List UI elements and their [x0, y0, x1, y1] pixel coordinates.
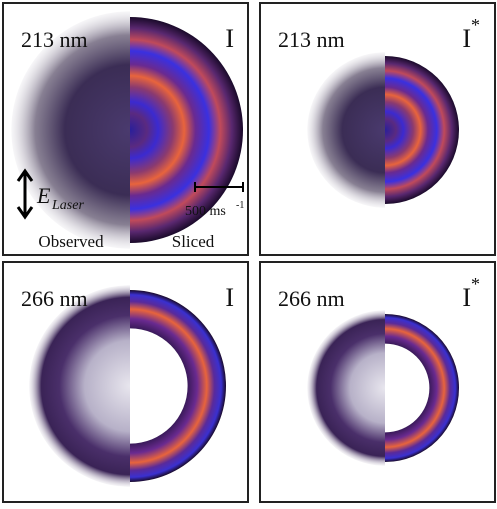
species-superscript: *	[471, 15, 480, 35]
observed-label: Observed	[38, 232, 104, 251]
panel: 213 nm I*	[260, 3, 495, 255]
species-superscript: *	[471, 274, 480, 294]
panel: 266 nm I*	[260, 262, 495, 502]
wavelength-label: 213 nm	[21, 27, 88, 52]
panel: 266 nm I	[3, 262, 248, 502]
species-label: I	[462, 24, 471, 53]
wavelength-label: 266 nm	[278, 286, 345, 311]
wavelength-label: 266 nm	[21, 286, 88, 311]
sliced-label: Sliced	[172, 232, 215, 251]
field-subscript: Laser	[51, 198, 84, 213]
field-label: E	[36, 183, 51, 208]
wavelength-label: 213 nm	[278, 27, 345, 52]
species-label: I	[225, 24, 234, 53]
scale-bar-superscript: -1	[236, 200, 244, 211]
species-label: I	[462, 283, 471, 312]
scale-bar-label: 500 ms	[185, 204, 226, 219]
figure: 213 nmI213 nmI*266 nmI266 nmI*ELaser500 …	[0, 0, 497, 504]
species-label: I	[225, 283, 234, 312]
